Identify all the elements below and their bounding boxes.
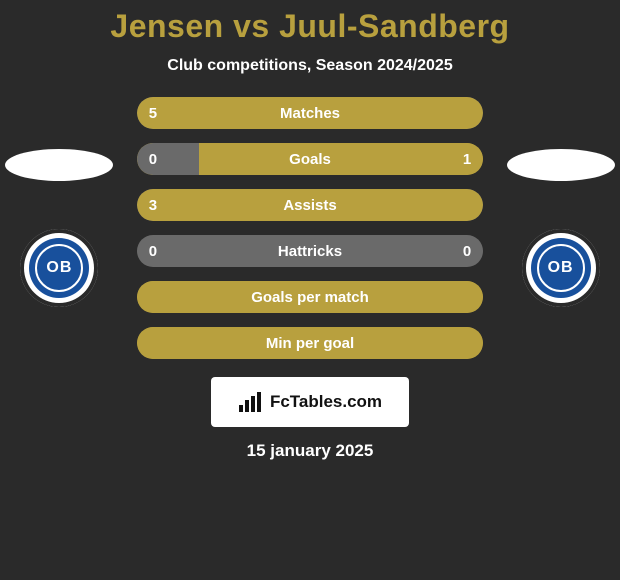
comparison-row: OB 5 Matches 0 Goals 1 3 Assists 0 Hattricks 0 Goa… xyxy=(0,97,620,359)
right-team-crest: OB xyxy=(522,229,600,307)
stat-label: Goals xyxy=(289,151,331,168)
subtitle: Club competitions, Season 2024/2025 xyxy=(0,57,620,75)
stat-bars: 5 Matches 0 Goals 1 3 Assists 0 Hattricks 0 Goals … xyxy=(137,97,483,359)
crest-inner-right: OB xyxy=(531,238,591,298)
stat-bar: Min per goal xyxy=(137,327,483,359)
root: Jensen vs Juul-Sandberg Club competition… xyxy=(0,0,620,461)
brand-badge: FcTables.com xyxy=(211,377,409,427)
stat-label: Hattricks xyxy=(278,243,342,260)
crest-text-left: OB xyxy=(46,259,72,277)
stat-value-right: 0 xyxy=(463,243,471,260)
page-title: Jensen vs Juul-Sandberg xyxy=(0,8,620,45)
stat-bar: Goals per match xyxy=(137,281,483,313)
date-text: 15 january 2025 xyxy=(0,441,620,461)
player-silhouette-left xyxy=(5,149,113,181)
stat-label: Matches xyxy=(280,105,340,122)
stat-value-left: 0 xyxy=(149,243,157,260)
stat-label: Min per goal xyxy=(266,335,354,352)
left-side: OB xyxy=(0,149,119,307)
stat-label: Assists xyxy=(283,197,336,214)
right-side: OB xyxy=(501,149,620,307)
crest-inner-left: OB xyxy=(29,238,89,298)
brand-icon xyxy=(238,391,264,413)
stat-value-left: 0 xyxy=(149,151,157,168)
brand-text: FcTables.com xyxy=(270,392,382,412)
left-team-crest: OB xyxy=(20,229,98,307)
stat-bar: 0 Hattricks 0 xyxy=(137,235,483,267)
crest-text-right: OB xyxy=(548,259,574,277)
stat-value-left: 3 xyxy=(149,197,157,214)
player-silhouette-right xyxy=(507,149,615,181)
stat-label: Goals per match xyxy=(251,289,369,306)
stat-bar: 3 Assists xyxy=(137,189,483,221)
stat-value-left: 5 xyxy=(149,105,157,122)
stat-value-right: 1 xyxy=(463,151,471,168)
stat-bar: 0 Goals 1 xyxy=(137,143,483,175)
stat-bar: 5 Matches xyxy=(137,97,483,129)
